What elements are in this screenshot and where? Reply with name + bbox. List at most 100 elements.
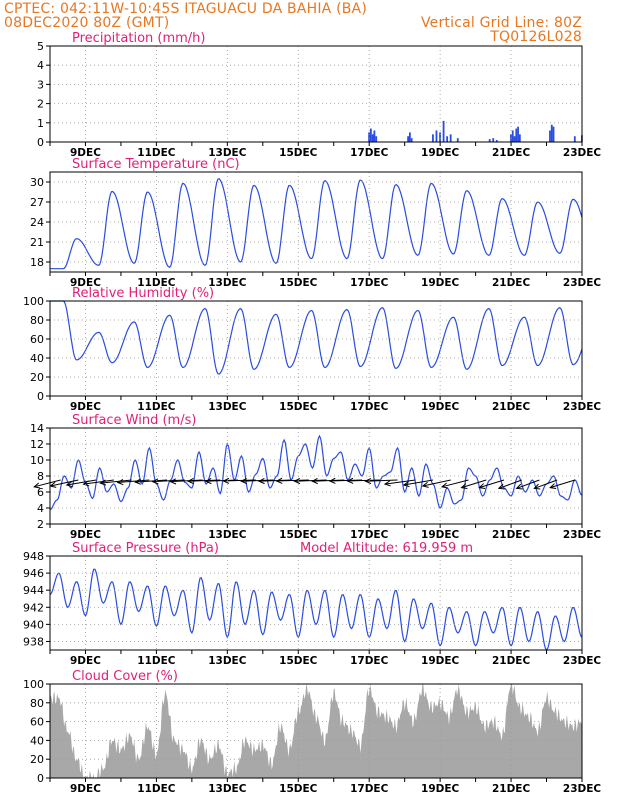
y-tick-label: 5	[37, 40, 44, 53]
y-tick-label: 30	[30, 176, 44, 189]
wind-arrow-head	[383, 480, 391, 487]
y-tick-label: 20	[30, 371, 44, 384]
cloud-cover-area	[50, 684, 582, 778]
panel-cloud-cover: Cloud Cover (%) 0 20 40 60 80 100 9DEC 11DEC 13DE…	[23, 669, 601, 795]
y-tick-label: 2	[37, 518, 44, 531]
panel-title: Surface Wind (m/s)	[72, 413, 196, 428]
x-tick-label: 19DEC	[421, 147, 460, 159]
y-tick-label: 14	[30, 422, 44, 435]
precip-bar	[373, 130, 376, 142]
y-tick-label: 10	[30, 454, 44, 467]
wind-arrow	[294, 479, 327, 482]
x-tick-label: 13DEC	[208, 655, 247, 667]
x-tick-label: 21DEC	[492, 783, 531, 795]
wind-arrow-head	[533, 483, 541, 490]
precip-bar	[408, 132, 411, 142]
x-tick-label: 23DEC	[563, 277, 602, 289]
wind-arrow-head	[549, 483, 557, 490]
x-tick-label: 11DEC	[137, 655, 176, 667]
x-tick-label: 15DEC	[279, 147, 318, 159]
x-tick-label: 15DEC	[279, 401, 318, 413]
wind-arrow-head	[421, 481, 429, 488]
x-tick-label: 11DEC	[137, 401, 176, 413]
panel-pressure: Surface Pressure (hPa) Model Altitude: 61…	[23, 541, 601, 667]
header-run-date: 08DEC2020 80Z (GMT)	[4, 15, 170, 31]
wind-arrow-head	[82, 480, 90, 487]
wind-arrow	[117, 479, 150, 483]
wind-arrow-head	[116, 479, 124, 486]
wind-arrow	[66, 479, 97, 486]
precip-bar	[442, 120, 445, 142]
precip-bar	[407, 136, 410, 142]
precip-bar	[449, 134, 452, 142]
x-tick-label: 13DEC	[208, 277, 247, 289]
x-tick-label: 13DEC	[208, 147, 247, 159]
y-tick-label: 4	[37, 502, 44, 515]
wind-arrow	[135, 479, 168, 483]
x-tick-label: 11DEC	[137, 277, 176, 289]
x-tick-label: 17DEC	[350, 147, 389, 159]
y-tick-label: 60	[30, 333, 44, 346]
x-tick-label: 17DEC	[350, 655, 389, 667]
wind-arrow	[170, 479, 203, 483]
precip-bar	[371, 134, 374, 142]
wind-arrow	[384, 479, 416, 485]
precip-bar	[573, 136, 576, 142]
precip-bar	[549, 130, 551, 142]
panel-temperature: Surface Temperature (nC) 18 21 24 27 30 9DEC 11…	[30, 157, 601, 289]
x-tick-label: 17DEC	[350, 401, 389, 413]
x-tick-label: 21DEC	[492, 529, 531, 541]
wind-arrow	[441, 479, 469, 488]
wind-arrow-head	[33, 482, 41, 489]
wind-arrow	[100, 479, 132, 484]
wind-arrow-head	[478, 483, 486, 490]
wind-arrow	[83, 479, 114, 485]
wind-arrow-head	[186, 477, 194, 485]
wind-arrow-head	[240, 477, 248, 485]
precip-bar	[552, 126, 555, 142]
wind-arrow-head	[328, 477, 336, 484]
x-tick-label: 9DEC	[70, 147, 101, 159]
x-tick-label: 23DEC	[563, 655, 602, 667]
y-tick-label: 6	[37, 486, 44, 499]
y-tick-label: 40	[30, 352, 44, 365]
precip-bar	[410, 138, 413, 142]
wind-arrow	[422, 479, 451, 487]
y-tick-label: 1	[37, 117, 44, 130]
y-tick-label: 60	[30, 716, 44, 729]
precip-bar	[550, 124, 553, 142]
y-tick-label: 940	[23, 618, 44, 631]
precip-bar	[488, 139, 491, 142]
wind-arrow-head	[169, 478, 177, 485]
header-model: TQ0126L028	[490, 29, 582, 45]
wind-arrow-head	[311, 477, 318, 485]
panel-title: Precipitation (mm/h)	[72, 31, 205, 46]
wind-arrow	[205, 479, 238, 482]
precip-bar	[446, 136, 449, 142]
panel-title: Relative Humidity (%)	[72, 286, 214, 301]
wind-arrow	[312, 479, 345, 482]
precip-bar	[375, 136, 378, 142]
wind-arrow-head	[257, 477, 265, 485]
series-temperature	[50, 178, 583, 270]
y-tick-label: 100	[23, 678, 44, 691]
wind-arrow-head	[65, 481, 73, 488]
precip-bar	[517, 126, 519, 142]
y-tick-label: 942	[23, 601, 44, 614]
x-tick-label: 9DEC	[70, 783, 101, 795]
precip-bar	[435, 130, 438, 142]
x-tick-label: 13DEC	[208, 783, 247, 795]
x-tick-label: 15DEC	[279, 655, 318, 667]
wind-arrow-head	[151, 478, 159, 485]
series-wind	[33, 434, 583, 511]
y-tick-label: 0	[37, 390, 44, 403]
wind-arrow	[152, 479, 185, 483]
wind-arrow	[259, 479, 292, 482]
wind-arrow-head	[460, 483, 468, 490]
y-tick-label: 3	[37, 78, 44, 91]
y-tick-label: 0	[37, 136, 44, 149]
wind-arrow-head	[402, 481, 410, 488]
wind-arrow	[516, 479, 540, 489]
x-tick-label: 15DEC	[279, 783, 318, 795]
wind-arrow	[347, 479, 380, 482]
